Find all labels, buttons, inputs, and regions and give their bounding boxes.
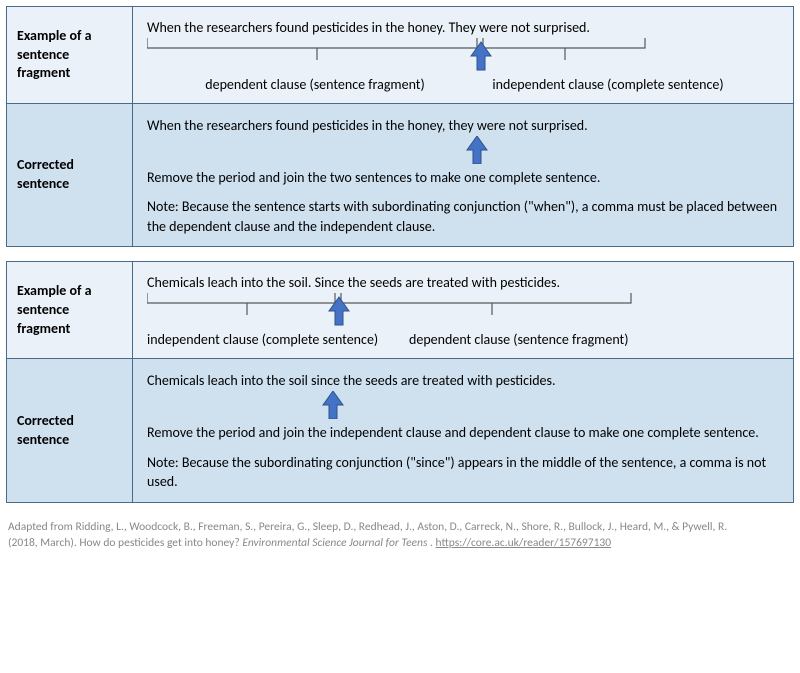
table2-row1-label: Example of a sentence fragment bbox=[7, 262, 133, 358]
up-arrow-icon bbox=[471, 42, 491, 70]
table1-clause-labels: dependent clause (sentence fragment) ind… bbox=[147, 76, 779, 93]
table1-brackets bbox=[147, 38, 667, 74]
table2-row1-content: Chemicals leach into the soil. Since the… bbox=[133, 262, 793, 358]
citation-line1: Adapted from Ridding, L., Woodcock, B., … bbox=[8, 520, 727, 534]
table1-row1-content: When the researchers found pesticides in… bbox=[133, 7, 793, 103]
citation: Adapted from Ridding, L., Woodcock, B., … bbox=[6, 517, 794, 551]
table1-row1-sentence: When the researchers found pesticides in… bbox=[147, 19, 590, 36]
table-2: Example of a sentence fragment Chemicals… bbox=[6, 261, 794, 502]
table2-row1-sentence: Chemicals leach into the soil. Since the… bbox=[147, 274, 560, 291]
table2-row1: Example of a sentence fragment Chemicals… bbox=[7, 262, 793, 358]
up-arrow-icon bbox=[147, 136, 667, 164]
table2-corrected-sentence: Chemicals leach into the soil since the … bbox=[147, 371, 779, 391]
table1-corrected-sentence: When the researchers found pesticides in… bbox=[147, 116, 779, 136]
table1-row2-label: Corrected sentence bbox=[7, 104, 133, 246]
table1-row2: Corrected sentence When the researchers … bbox=[7, 103, 793, 246]
table2-row2-content: Chemicals leach into the soil since the … bbox=[133, 359, 793, 501]
table2-label-independent: independent clause (complete sentence) bbox=[147, 331, 381, 348]
table1-label-dependent: dependent clause (sentence fragment) bbox=[147, 76, 483, 93]
table-1: Example of a sentence fragment When the … bbox=[6, 6, 794, 247]
table1-note: Note: Because the sentence starts with s… bbox=[147, 197, 779, 236]
table2-row2-label: Corrected sentence bbox=[7, 359, 133, 501]
table1-instruction: Remove the period and join the two sente… bbox=[147, 168, 779, 188]
citation-journal: Environmental Science Journal for Teens bbox=[242, 536, 427, 550]
table2-instruction: Remove the period and join the independe… bbox=[147, 423, 779, 443]
table2-clause-labels: independent clause (complete sentence) d… bbox=[147, 331, 779, 348]
citation-url: https://core.ac.uk/reader/157697130 bbox=[436, 536, 612, 550]
citation-line2a: (2018, March). How do pesticides get int… bbox=[8, 536, 242, 550]
table1-label-independent: independent clause (complete sentence) bbox=[483, 76, 733, 93]
table2-note: Note: Because the subordinating conjunct… bbox=[147, 453, 779, 492]
table1-row2-content: When the researchers found pesticides in… bbox=[133, 104, 793, 246]
table2-row2: Corrected sentence Chemicals leach into … bbox=[7, 358, 793, 501]
table1-row1-label: Example of a sentence fragment bbox=[7, 7, 133, 103]
citation-sep: . bbox=[427, 536, 435, 550]
table1-row1: Example of a sentence fragment When the … bbox=[7, 7, 793, 103]
up-arrow-icon bbox=[147, 391, 667, 419]
up-arrow-icon bbox=[329, 297, 349, 325]
table2-brackets bbox=[147, 293, 667, 329]
table2-label-dependent: dependent clause (sentence fragment) bbox=[381, 331, 629, 348]
